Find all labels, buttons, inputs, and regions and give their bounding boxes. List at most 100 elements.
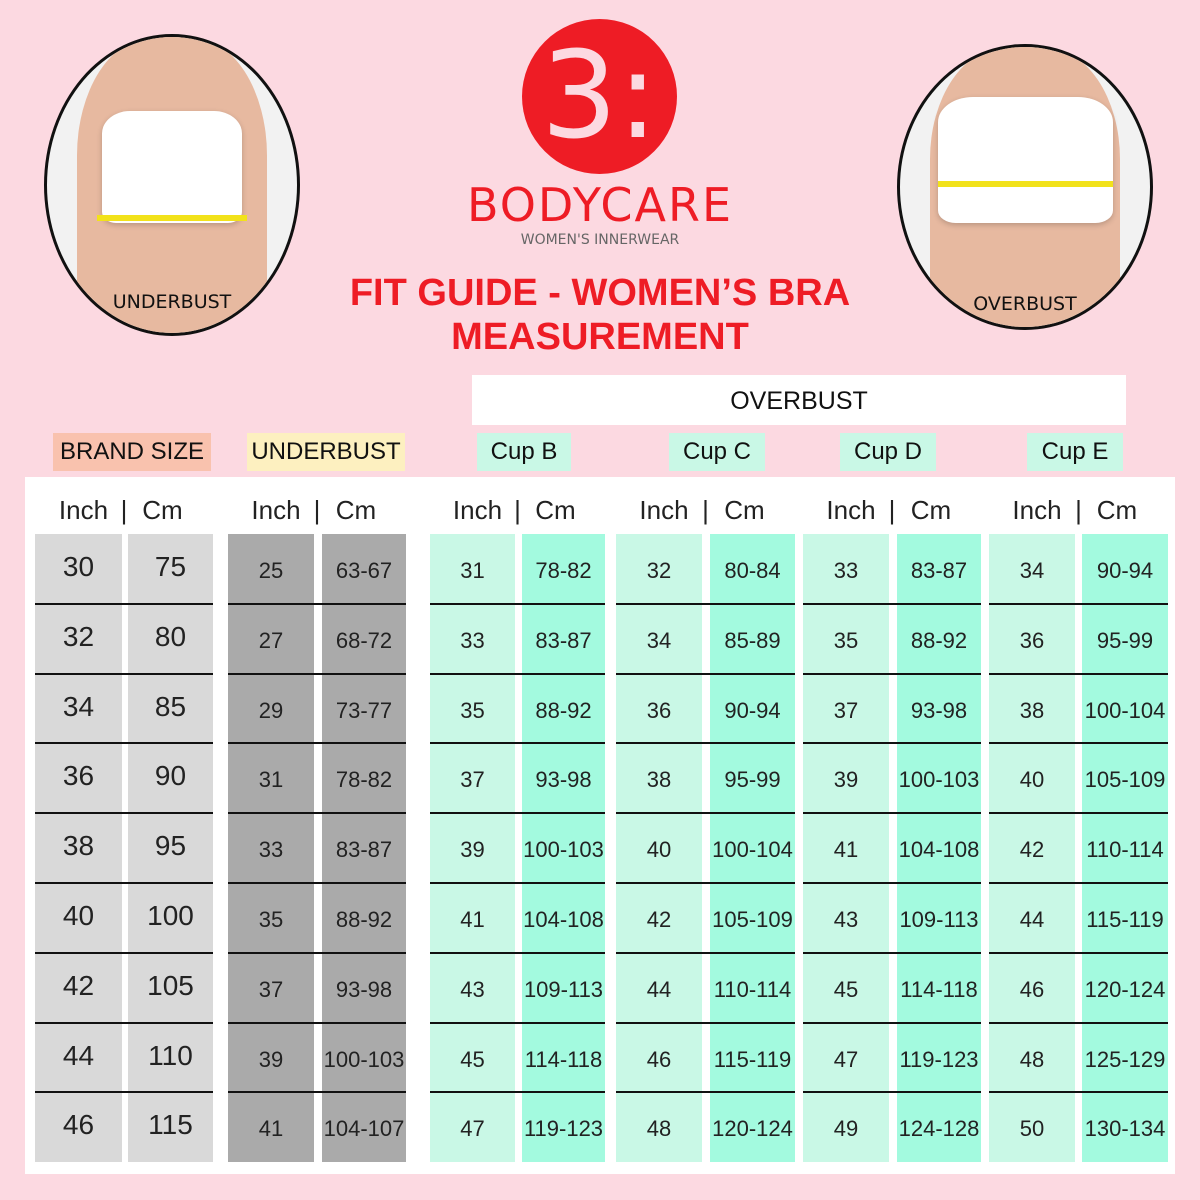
cm-column <box>522 534 605 1162</box>
row-divider <box>989 882 1168 884</box>
inch-value: 38 <box>1019 697 1045 723</box>
cm-value: 104-108 <box>523 907 604 932</box>
inch-value: 35 <box>460 697 485 723</box>
cm-value: 73-77 <box>335 697 393 723</box>
cm-column <box>322 534 406 1162</box>
cm-column <box>897 534 981 1162</box>
inch-column <box>430 534 515 1162</box>
inch-value: 37 <box>258 976 284 1002</box>
cm-value: 85 <box>154 690 187 722</box>
row-divider <box>803 882 981 884</box>
row-divider <box>616 1021 795 1024</box>
row-divider <box>616 812 795 815</box>
cm-value: 119-123 <box>523 1116 604 1142</box>
row-divider <box>430 1091 605 1094</box>
inch-value: 36 <box>646 697 672 723</box>
inch-value: 46 <box>1019 976 1045 1002</box>
group-label: Cup E <box>1027 433 1123 471</box>
cm-value: 80 <box>154 620 187 652</box>
cm-value: 78-82 <box>535 558 592 583</box>
cm-value: 110-114 <box>1086 837 1164 863</box>
inch-value: 43 <box>460 976 485 1002</box>
row-divider <box>989 951 1168 954</box>
unit-header-sep: | <box>702 495 709 525</box>
group-label: BRAND SIZE <box>53 433 211 471</box>
unit-header-inch: Inch <box>1012 495 1062 525</box>
row-divider <box>989 812 1168 815</box>
row-divider <box>616 672 795 675</box>
inch-value: 48 <box>646 1116 672 1142</box>
group-label: Cup B <box>477 433 571 471</box>
inch-value: 49 <box>833 1116 859 1142</box>
row-divider <box>35 882 213 884</box>
inch-value: 45 <box>460 1046 485 1072</box>
row-divider <box>228 672 406 675</box>
row-divider <box>616 1091 795 1094</box>
cm-value: 115-119 <box>1086 907 1164 932</box>
unit-header-sep: | <box>313 495 321 525</box>
cm-value: 100-103 <box>523 837 604 863</box>
cm-value: 83-87 <box>335 837 393 863</box>
row-divider <box>616 951 795 954</box>
inch-value: 38 <box>62 830 95 862</box>
overbust-header: OVERBUST <box>472 375 1126 425</box>
cm-value: 78-82 <box>335 767 393 793</box>
row-divider <box>430 1021 605 1024</box>
row-divider <box>35 951 213 954</box>
inch-value: 36 <box>62 760 95 792</box>
cm-value: 95-99 <box>724 767 781 793</box>
row-divider <box>35 742 213 745</box>
unit-header-inch: Inch <box>452 495 503 525</box>
inch-value: 40 <box>646 837 672 863</box>
cm-value: 100-104 <box>1084 697 1166 723</box>
row-divider <box>228 882 406 884</box>
unit-header-cm: Cm <box>142 495 183 525</box>
inch-value: 34 <box>1019 558 1045 583</box>
brand-logo: 3: <box>522 19 677 174</box>
row-divider <box>228 1021 406 1024</box>
row-divider <box>803 951 981 954</box>
row-divider <box>989 742 1168 745</box>
row-divider <box>228 812 406 815</box>
cm-value: 90 <box>154 760 187 792</box>
inch-column <box>35 534 122 1162</box>
inch-value: 32 <box>646 558 672 583</box>
inch-value: 38 <box>646 767 672 793</box>
inch-value: 34 <box>62 690 95 722</box>
inch-value: 30 <box>62 551 95 582</box>
cm-value: 100 <box>147 900 194 931</box>
inch-column <box>228 534 314 1162</box>
cm-value: 110-114 <box>713 976 792 1002</box>
inch-value: 39 <box>833 767 859 793</box>
cm-value: 90-94 <box>1096 558 1154 583</box>
inch-value: 35 <box>258 907 284 932</box>
unit-header-inch: Inch <box>826 495 876 525</box>
row-divider <box>616 602 795 605</box>
inch-value: 41 <box>258 1116 284 1142</box>
inch-value: 27 <box>258 627 284 653</box>
cm-value: 105-109 <box>712 907 793 932</box>
page-title-line2: MEASUREMENT <box>451 316 749 358</box>
inch-value: 41 <box>833 837 859 863</box>
cm-value: 83-87 <box>910 558 968 583</box>
cm-value: 115-119 <box>713 1046 792 1072</box>
inch-column <box>616 534 702 1162</box>
unit-header-sep: | <box>1075 495 1082 525</box>
cm-value: 80-84 <box>724 558 781 583</box>
inch-value: 44 <box>1019 907 1045 932</box>
row-divider <box>228 1091 406 1094</box>
inch-value: 33 <box>258 837 284 863</box>
inch-value: 31 <box>258 767 284 793</box>
row-divider <box>616 882 795 884</box>
unit-header-inch: Inch <box>58 495 109 525</box>
row-divider <box>803 742 981 745</box>
inch-value: 46 <box>646 1046 672 1072</box>
cm-value: 83-87 <box>535 627 592 653</box>
cm-value: 93-98 <box>335 976 393 1002</box>
inch-value: 37 <box>833 697 859 723</box>
inch-value: 32 <box>62 620 95 652</box>
cm-value: 104-108 <box>898 837 980 863</box>
row-divider <box>989 1021 1168 1024</box>
inch-value: 42 <box>646 907 672 932</box>
cm-value: 115 <box>148 1109 193 1141</box>
